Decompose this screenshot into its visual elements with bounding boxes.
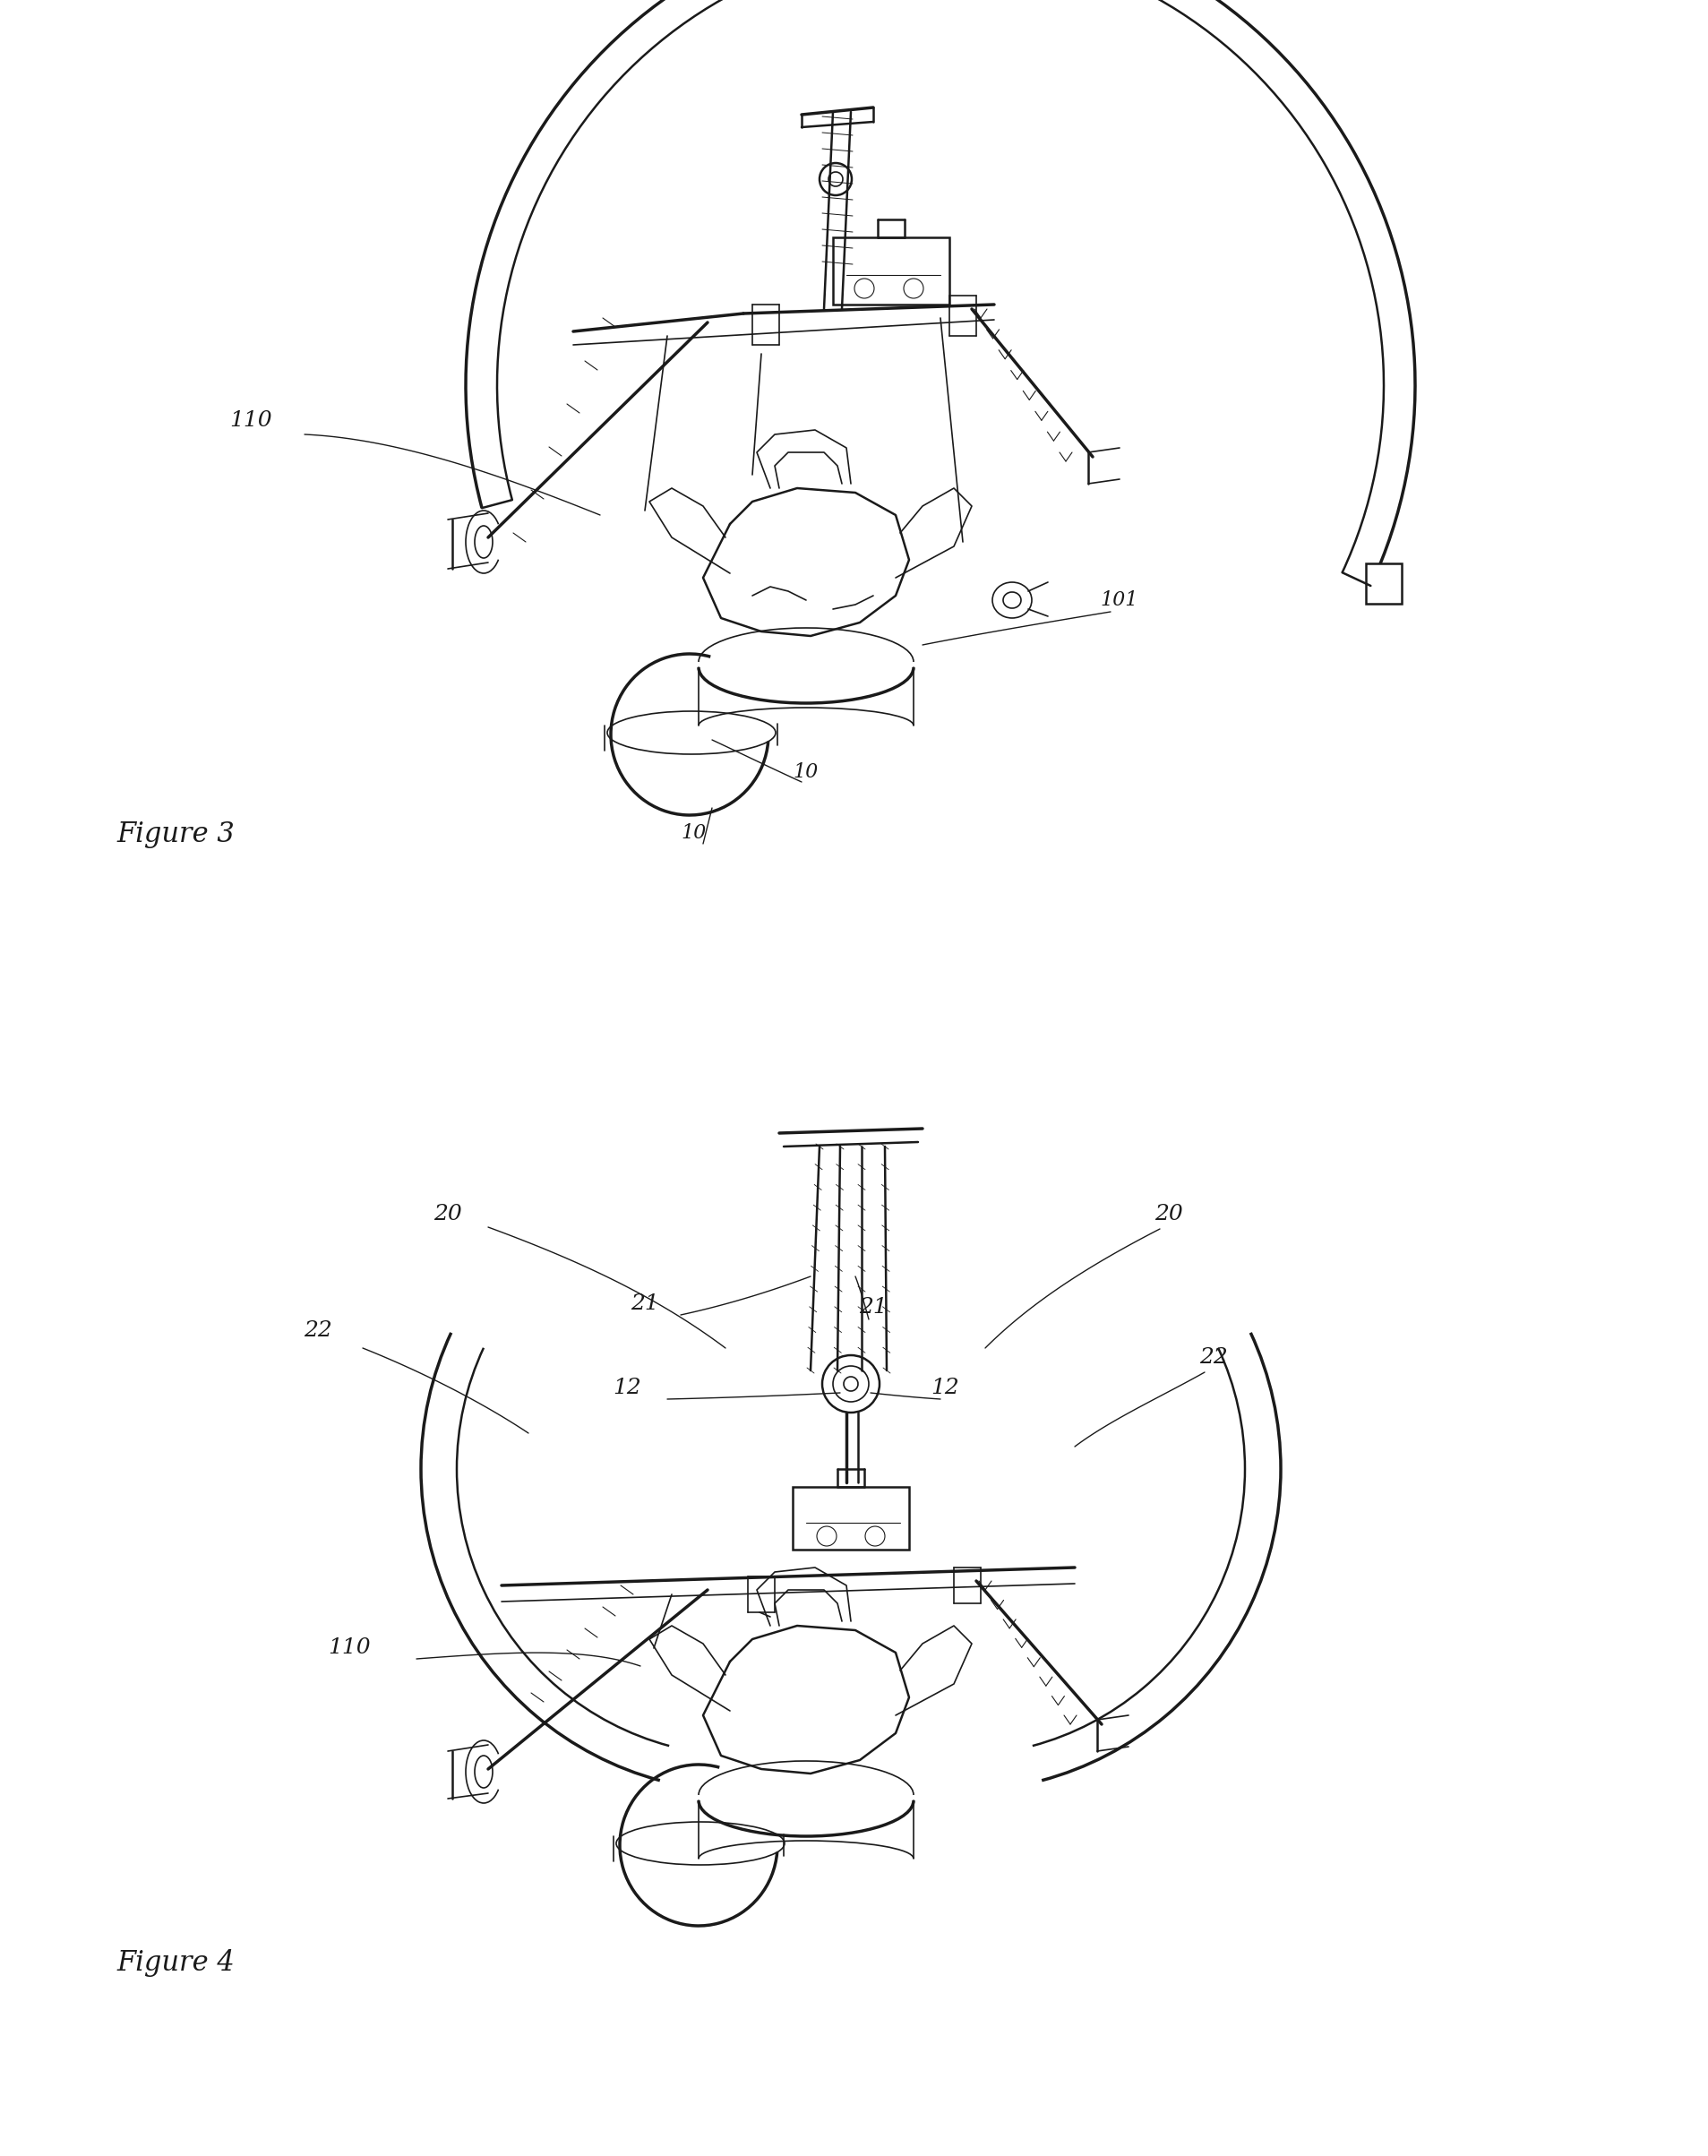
Text: 10: 10 (681, 824, 707, 843)
Text: 20: 20 (434, 1203, 463, 1225)
Text: 20: 20 (1155, 1203, 1184, 1225)
FancyBboxPatch shape (1366, 563, 1402, 604)
Text: 22: 22 (1199, 1348, 1228, 1367)
Bar (793, 1488, 909, 1550)
Text: Figure 3: Figure 3 (116, 821, 234, 847)
Text: 21: 21 (630, 1294, 659, 1313)
Text: 12: 12 (931, 1378, 960, 1399)
Text: 10: 10 (794, 763, 818, 783)
Text: 110: 110 (229, 410, 272, 431)
Bar (834, 237, 950, 304)
Text: 12: 12 (613, 1378, 640, 1399)
Text: Figure 4: Figure 4 (116, 1949, 234, 1977)
Text: 101: 101 (1100, 591, 1139, 610)
Text: 110: 110 (328, 1639, 371, 1658)
Text: 21: 21 (859, 1298, 888, 1317)
Text: 22: 22 (304, 1319, 331, 1341)
